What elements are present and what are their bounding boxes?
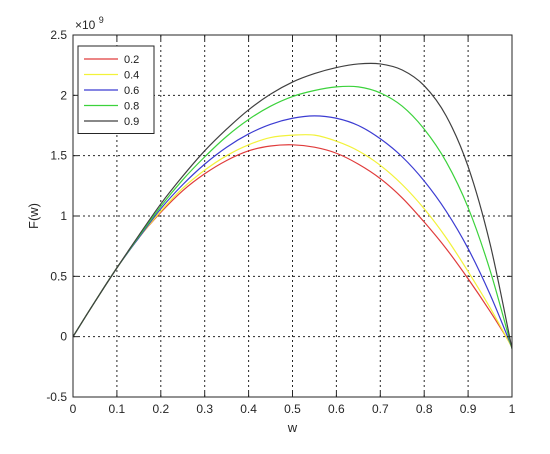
y-tick-label: 2 (60, 88, 67, 102)
legend-label: 0.6 (124, 85, 139, 97)
legend-label: 0.9 (124, 116, 139, 128)
y-tick-label: 1 (60, 209, 67, 223)
y-tick-label: 0.5 (50, 269, 67, 283)
series-line-0.6 (72, 115, 513, 348)
series-line-0.9 (72, 62, 513, 349)
y-exponent-label: ×10 9 (75, 15, 104, 32)
x-tick-label: 0.8 (416, 402, 433, 416)
x-axis-label: w (287, 420, 298, 435)
axis-ticks: 0 0.1 0.2 0.3 0.4 0.5 0.6 0.7 0.8 0.9 1-0.500.511.… (46, 28, 515, 416)
x-tick-label: 0.2 (152, 402, 169, 416)
x-tick-label: 0.5 (284, 402, 301, 416)
y-multiplier-text: ×10 (75, 18, 96, 32)
series-line-0.8 (72, 85, 513, 349)
y-axis-label: F(w) (26, 203, 41, 229)
x-tick-label: 0.9 (460, 402, 477, 416)
x-tick-label: 1 (509, 402, 516, 416)
grid (73, 35, 512, 397)
x-tick-label: 0.1 (109, 402, 126, 416)
x-tick-label: 0.6 (328, 402, 345, 416)
x-tick-label: 0.4 (240, 402, 257, 416)
x-tick-label: 0.3 (196, 402, 213, 416)
y-exponent-text: 9 (99, 15, 104, 25)
x-tick-label: 0.7 (372, 402, 389, 416)
y-tick-label: 0 (60, 330, 67, 344)
y-tick-label: 2.5 (50, 28, 67, 42)
legend-label: 0.2 (124, 54, 139, 66)
y-tick-label: 1.5 (50, 149, 67, 163)
x-tick-label: 0 (70, 402, 77, 416)
y-tick-label: -0.5 (46, 390, 67, 404)
series-lines (72, 62, 513, 349)
legend-label: 0.8 (124, 101, 139, 113)
legend-label: 0.4 (124, 70, 139, 82)
legend: 0.2 0.4 0.6 0.8 0.9 (77, 45, 155, 134)
